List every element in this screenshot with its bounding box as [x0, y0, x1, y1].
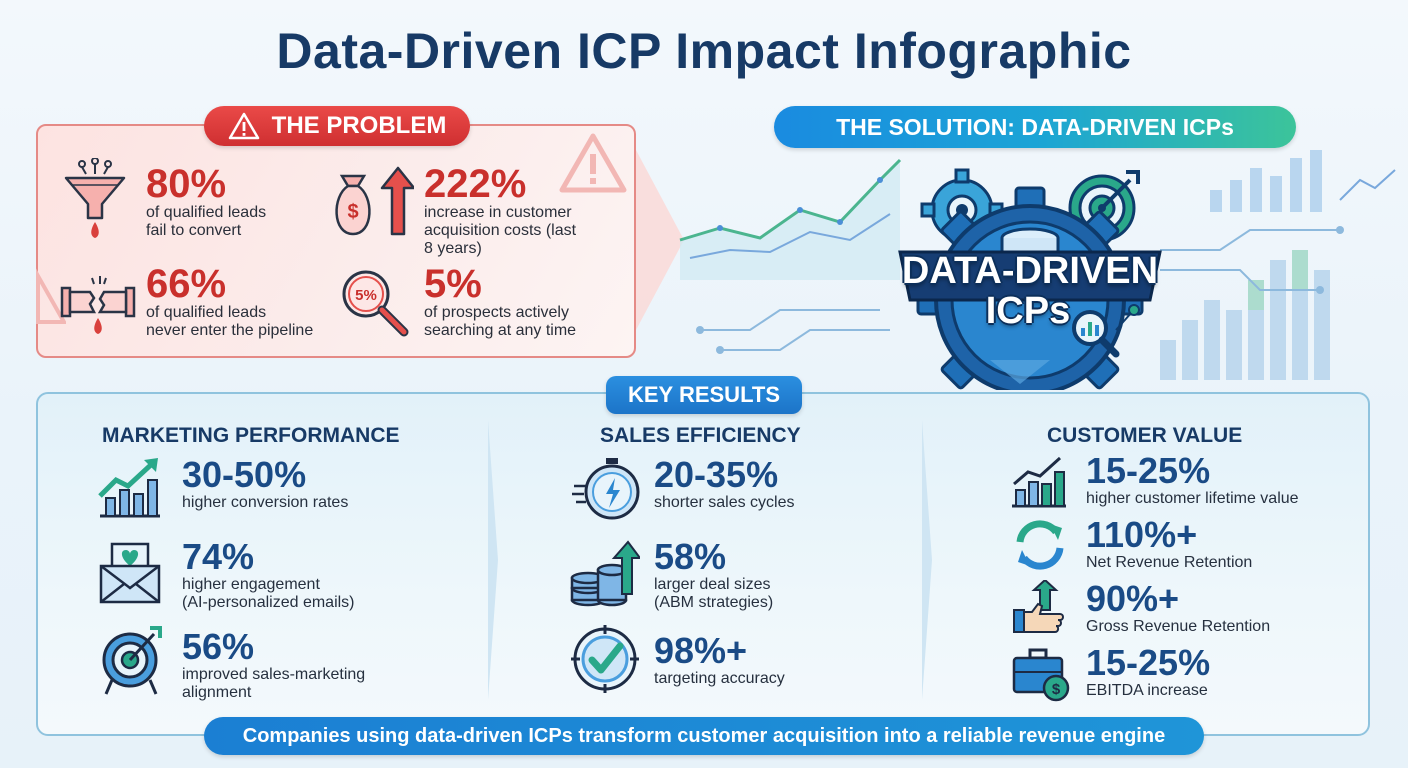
result-desc: EBITDA increase — [1086, 682, 1208, 699]
result-desc: higher conversion rates — [182, 494, 349, 511]
broken-pipe-icon — [60, 276, 136, 334]
growth-chart-icon — [98, 458, 160, 518]
stat-desc: of qualified leads — [146, 304, 267, 321]
warning-watermark-icon — [559, 133, 627, 193]
stopwatch-icon — [572, 458, 640, 520]
summary-banner: Companies using data-driven ICPs transfo… — [204, 717, 1204, 755]
result-item: 98%+ targeting accuracy — [654, 632, 785, 688]
coin-stack-icon — [570, 540, 640, 607]
column-title-marketing: MARKETING PERFORMANCE — [102, 424, 400, 447]
result-desc: higher engagement — [182, 576, 320, 593]
down-arrow-icon — [990, 360, 1050, 384]
page-title: Data-Driven ICP Impact Infographic — [276, 23, 1132, 79]
envelope-heart-icon — [99, 542, 161, 604]
result-item: 58% larger deal sizes (ABM strategies) — [654, 538, 773, 612]
target-icon — [102, 626, 162, 695]
data-driven-icps-emblem — [898, 168, 1162, 390]
background-chart-decoration — [679, 150, 1396, 380]
problem-stat: 80% of qualified leads fail to convert — [146, 164, 266, 240]
problem-heading-label: THE PROBLEM — [271, 112, 447, 139]
svg-text:$: $ — [347, 201, 358, 223]
result-value: 110%+ — [1086, 514, 1198, 555]
result-desc: larger deal sizes — [654, 576, 771, 593]
warning-watermark-icon — [36, 268, 66, 324]
emblem-title: DATA-DRIVEN — [901, 250, 1159, 292]
warning-icon — [228, 112, 259, 140]
bar-chart-icon — [1012, 456, 1066, 508]
stat-desc: of prospects actively — [424, 304, 569, 321]
result-value: 15-25% — [1086, 642, 1211, 683]
problem-heading: THE PROBLEM — [204, 106, 470, 146]
refresh-icon — [1016, 520, 1064, 570]
problem-stat: 5% of prospects actively searching at an… — [424, 264, 576, 340]
magnifier-icon — [1072, 310, 1120, 358]
stat-value: 80% — [146, 162, 227, 206]
result-desc: alignment — [182, 684, 252, 701]
result-item: 90%+ Gross Revenue Retention — [1086, 580, 1270, 636]
stat-desc: of qualified leads — [146, 204, 267, 221]
stat-desc: acquisition costs (last — [424, 222, 577, 239]
stat-desc: fail to convert — [146, 222, 242, 239]
result-item: 15-25% higher customer lifetime value — [1086, 452, 1299, 508]
stat-desc: 8 years) — [424, 240, 482, 257]
result-item: 15-25% EBITDA increase — [1086, 644, 1210, 700]
magnifier-icon: 5% — [342, 270, 409, 337]
result-value: 20-35% — [654, 454, 779, 495]
solution-heading: THE SOLUTION: DATA-DRIVEN ICPs — [774, 106, 1296, 148]
funnel-icon — [64, 158, 126, 238]
result-item: 30-50% higher conversion rates — [182, 456, 348, 512]
result-desc: Gross Revenue Retention — [1086, 618, 1271, 635]
result-desc: improved sales-marketing — [182, 666, 366, 683]
stat-desc: never enter the pipeline — [146, 322, 314, 339]
magnifier-icon-label: 5% — [355, 287, 377, 304]
result-desc: higher customer lifetime value — [1086, 490, 1299, 507]
result-value: 30-50% — [182, 454, 307, 495]
transition-arrow-icon — [636, 150, 684, 330]
result-item: 110%+ Net Revenue Retention — [1086, 516, 1252, 572]
stat-value: 66% — [146, 262, 227, 306]
stat-value: 5% — [424, 262, 482, 306]
result-value: 15-25% — [1086, 450, 1211, 491]
column-divider — [488, 420, 498, 700]
key-results-panel — [36, 392, 1370, 736]
result-desc: shorter sales cycles — [654, 494, 795, 511]
result-desc: (AI-personalized emails) — [182, 594, 355, 611]
result-desc: targeting accuracy — [654, 670, 785, 687]
column-title-sales: SALES EFFICIENCY — [600, 424, 801, 447]
result-value: 98%+ — [654, 630, 748, 671]
result-desc: Net Revenue Retention — [1086, 554, 1253, 571]
problem-panel — [36, 124, 636, 358]
money-bag-icon: $ — [335, 166, 414, 236]
result-desc: (ABM strategies) — [654, 594, 774, 611]
result-value: 56% — [182, 626, 255, 667]
check-target-icon — [571, 625, 639, 693]
result-item: 56% improved sales-marketing alignment — [182, 628, 365, 702]
result-value: 90%+ — [1086, 578, 1180, 619]
problem-stat: 222% increase in customer acquisition co… — [424, 164, 576, 258]
stat-desc: searching at any time — [424, 322, 577, 339]
result-value: 58% — [654, 536, 727, 577]
result-value: 74% — [182, 536, 255, 577]
stat-value: 222% — [424, 162, 527, 206]
column-divider — [922, 420, 932, 700]
column-title-customer: CUSTOMER VALUE — [1047, 424, 1243, 447]
result-item: 74% higher engagement (AI-personalized e… — [182, 538, 355, 612]
svg-text:$: $ — [1052, 681, 1061, 698]
briefcase-icon: $ — [1012, 648, 1070, 702]
result-item: 20-35% shorter sales cycles — [654, 456, 795, 512]
emblem-subtitle: ICPs — [985, 290, 1071, 332]
thumbs-up-icon — [1013, 580, 1064, 633]
key-results-heading: KEY RESULTS — [606, 376, 802, 414]
problem-stat: 66% of qualified leads never enter the p… — [146, 264, 313, 340]
stat-desc: increase in customer — [424, 204, 572, 221]
